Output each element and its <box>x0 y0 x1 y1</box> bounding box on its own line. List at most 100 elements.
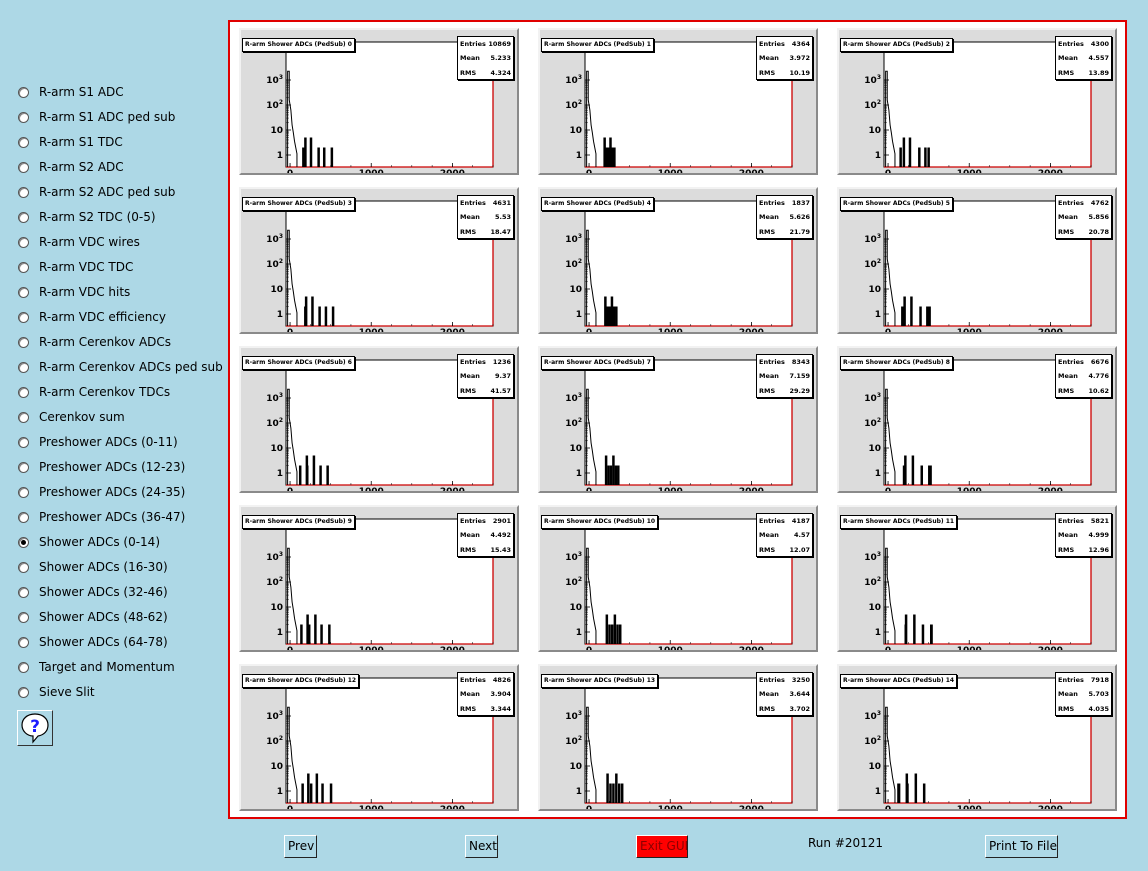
view-option-radio[interactable]: Cerenkov sum <box>18 407 125 427</box>
view-option-radio[interactable]: R-arm S1 TDC <box>18 132 123 152</box>
histogram-pad[interactable]: 0 1000 2000 1 10 102 103 R-arm Shower ADCs (Ped… <box>538 187 818 334</box>
histogram-pad[interactable]: 0 1000 2000 1 10 102 103 R-arm Shower ADCs (Ped… <box>837 187 1117 334</box>
histogram-pad[interactable]: 0 1000 2000 1 10 102 103 R-arm Shower ADCs (Ped… <box>239 505 519 652</box>
histogram-line <box>885 229 896 326</box>
histogram-pad[interactable]: 0 1000 2000 1 10 102 103 R-arm Shower ADCs (Ped… <box>837 505 1117 652</box>
radio-unselected-icon[interactable] <box>18 686 29 698</box>
view-option-radio[interactable]: R-arm S2 TDC (0-5) <box>18 207 156 227</box>
exit-gui-button[interactable]: Exit GUI <box>636 835 688 858</box>
stats-row-rms: RMS 20.78 <box>1056 225 1111 239</box>
view-option-radio[interactable]: Shower ADCs (64-78) <box>18 632 168 652</box>
stats-row-rms: RMS 18.47 <box>458 225 513 239</box>
view-option-radio[interactable]: R-arm S2 ADC <box>18 157 124 177</box>
view-option-radio[interactable]: R-arm Cerenkov ADCs ped sub <box>18 357 223 377</box>
x-tick-label: 1000 <box>359 328 384 332</box>
radio-unselected-icon[interactable] <box>18 586 29 598</box>
histogram-pad[interactable]: 0 1000 2000 1 10 102 103 R-arm Shower ADCs (Ped… <box>538 664 818 811</box>
radio-unselected-icon[interactable] <box>18 461 29 473</box>
y-tick-label: 102 <box>565 735 582 747</box>
y-tick-label: 103 <box>864 710 881 722</box>
print-to-file-button[interactable]: Print To File <box>985 835 1058 858</box>
view-option-label: R-arm S2 ADC ped sub <box>39 185 176 199</box>
x-tick-label: 2000 <box>739 328 764 332</box>
next-button[interactable]: Next <box>465 835 498 858</box>
view-option-radio[interactable]: R-arm S2 ADC ped sub <box>18 182 175 202</box>
y-tick-label: 10 <box>569 444 582 454</box>
view-option-label: Target and Momentum <box>39 660 175 674</box>
radio-unselected-icon[interactable] <box>18 311 29 323</box>
view-option-radio[interactable]: R-arm Cerenkov TDCs <box>18 382 170 402</box>
stats-label: Mean <box>460 690 480 699</box>
stats-box: Entries 1236 Mean 9.37 RMS 41.57 <box>457 354 514 398</box>
radio-unselected-icon[interactable] <box>18 561 29 573</box>
radio-unselected-icon[interactable] <box>18 636 29 648</box>
x-tick-label: 1000 <box>658 169 683 173</box>
view-option-radio[interactable]: R-arm VDC wires <box>18 232 140 252</box>
stats-label: Mean <box>460 531 480 540</box>
view-option-radio[interactable]: R-arm Cerenkov ADCs <box>18 332 171 352</box>
radio-unselected-icon[interactable] <box>18 336 29 348</box>
radio-unselected-icon[interactable] <box>18 436 29 448</box>
stats-value: 4826 <box>492 676 511 684</box>
histogram-pad[interactable]: 0 1000 2000 1 10 102 103 R-arm Shower ADCs (Ped… <box>538 346 818 493</box>
stats-value: 4300 <box>1090 40 1109 48</box>
histogram-pad[interactable]: 0 1000 2000 1 10 102 103 R-arm Shower ADCs (Ped… <box>239 346 519 493</box>
radio-selected-icon[interactable] <box>18 536 29 548</box>
help-button[interactable]: ? <box>17 710 53 746</box>
view-option-radio[interactable]: Preshower ADCs (12-23) <box>18 457 185 477</box>
stats-value: 1837 <box>791 199 810 207</box>
view-option-radio[interactable]: Shower ADCs (32-46) <box>18 582 168 602</box>
prev-button[interactable]: Prev <box>284 835 317 858</box>
y-tick-label: 1 <box>875 469 881 479</box>
radio-unselected-icon[interactable] <box>18 186 29 198</box>
stats-value: 5821 <box>1090 517 1109 525</box>
radio-unselected-icon[interactable] <box>18 211 29 223</box>
stats-label: Entries <box>759 40 785 48</box>
view-option-radio[interactable]: R-arm VDC TDC <box>18 257 133 277</box>
histogram-pad[interactable]: 0 1000 2000 1 10 102 103 R-arm Shower ADCs (Ped… <box>538 505 818 652</box>
view-option-radio[interactable]: Shower ADCs (0-14) <box>18 532 160 552</box>
histogram-pad[interactable]: 0 1000 2000 1 10 102 103 R-arm Shower ADCs (Ped… <box>837 346 1117 493</box>
view-option-radio[interactable]: Shower ADCs (48-62) <box>18 607 168 627</box>
radio-unselected-icon[interactable] <box>18 286 29 298</box>
radio-unselected-icon[interactable] <box>18 86 29 98</box>
y-tick-label: 1 <box>875 310 881 320</box>
histogram-pad[interactable]: 0 1000 2000 1 10 102 103 R-arm Shower ADCs (Ped… <box>239 664 519 811</box>
radio-unselected-icon[interactable] <box>18 386 29 398</box>
view-option-radio[interactable]: R-arm S1 ADC <box>18 82 124 102</box>
histogram-pad[interactable]: 0 1000 2000 1 10 102 103 R-arm Shower ADCs (Ped… <box>837 664 1117 811</box>
radio-unselected-icon[interactable] <box>18 136 29 148</box>
radio-unselected-icon[interactable] <box>18 111 29 123</box>
view-option-radio[interactable]: R-arm VDC efficiency <box>18 307 166 327</box>
stats-value: 3.904 <box>490 690 511 699</box>
view-option-radio[interactable]: R-arm VDC hits <box>18 282 130 302</box>
radio-unselected-icon[interactable] <box>18 486 29 498</box>
histogram-pad[interactable]: 0 1000 2000 1 10 102 103 R-arm Shower ADCs (Ped… <box>239 187 519 334</box>
y-tick-label: 103 <box>565 710 582 722</box>
radio-unselected-icon[interactable] <box>18 661 29 673</box>
stats-label: Entries <box>460 40 486 48</box>
view-option-radio[interactable]: Preshower ADCs (0-11) <box>18 432 178 452</box>
radio-unselected-icon[interactable] <box>18 411 29 423</box>
view-option-radio[interactable]: Sieve Slit <box>18 682 95 702</box>
view-option-radio[interactable]: Preshower ADCs (36-47) <box>18 507 185 527</box>
stats-label: RMS <box>460 386 477 395</box>
radio-unselected-icon[interactable] <box>18 236 29 248</box>
view-option-radio[interactable]: Shower ADCs (16-30) <box>18 557 168 577</box>
stats-label: Entries <box>460 358 486 366</box>
view-option-radio[interactable]: Preshower ADCs (24-35) <box>18 482 185 502</box>
radio-unselected-icon[interactable] <box>18 261 29 273</box>
radio-unselected-icon[interactable] <box>18 161 29 173</box>
histogram-pad[interactable]: 0 1000 2000 1 10 102 103 R-arm Shower ADCs (Ped… <box>538 28 818 175</box>
stats-row-rms: RMS 3.344 <box>458 702 513 716</box>
x-tick-label: 0 <box>586 328 592 332</box>
radio-unselected-icon[interactable] <box>18 361 29 373</box>
radio-unselected-icon[interactable] <box>18 611 29 623</box>
radio-unselected-icon[interactable] <box>18 511 29 523</box>
view-option-radio[interactable]: R-arm S1 ADC ped sub <box>18 107 175 127</box>
histogram-pad[interactable]: 0 1000 2000 1 10 102 103 R-arm Shower ADCs (Ped… <box>239 28 519 175</box>
view-option-radio[interactable]: Target and Momentum <box>18 657 175 677</box>
stats-row-entries: Entries 4826 <box>458 673 513 687</box>
histogram-pad[interactable]: 0 1000 2000 1 10 102 103 R-arm Shower ADCs (Ped… <box>837 28 1117 175</box>
stats-label: Entries <box>1058 199 1084 207</box>
